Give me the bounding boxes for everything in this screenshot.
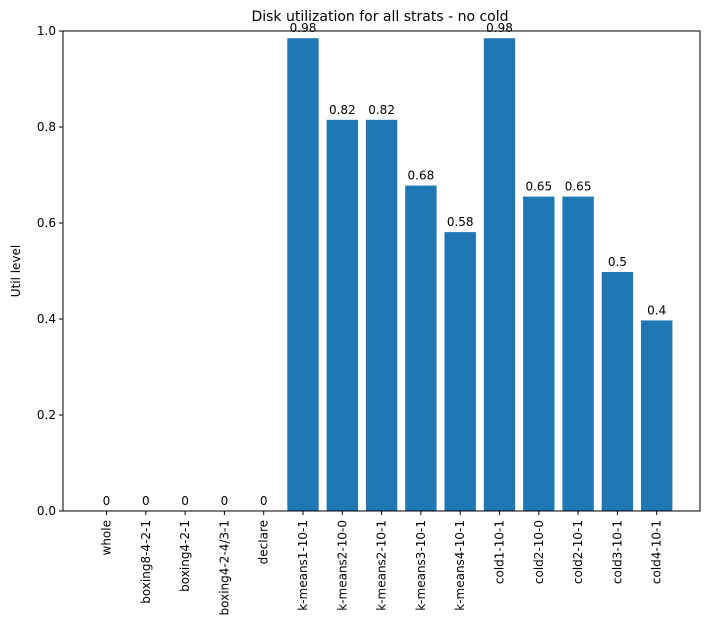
data-label-12: 0.65 xyxy=(565,180,592,194)
bars-group xyxy=(287,38,673,512)
chart-title: Disk utilization for all strats - no col… xyxy=(251,9,508,25)
x-tick-label-12: cold2-10-1 xyxy=(571,520,585,584)
data-label-4: 0 xyxy=(260,494,268,508)
data-label-1: 0 xyxy=(142,494,150,508)
bar-14 xyxy=(641,320,673,511)
y-tick-label-4: 0.8 xyxy=(37,120,56,134)
bar-9 xyxy=(444,232,476,511)
data-label-7: 0.82 xyxy=(368,103,395,117)
x-tick-label-4: declare xyxy=(257,520,271,564)
y-tick-label-2: 0.4 xyxy=(37,312,56,326)
bar-11 xyxy=(523,196,555,511)
x-tick-label-0: whole xyxy=(100,520,114,555)
bar-5 xyxy=(287,38,319,511)
bar-6 xyxy=(326,119,358,512)
x-tick-label-6: k-means2-10-0 xyxy=(335,520,349,611)
data-label-13: 0.5 xyxy=(608,255,627,269)
data-label-5: 0.98 xyxy=(290,21,317,35)
data-label-9: 0.58 xyxy=(447,215,474,229)
data-label-6: 0.82 xyxy=(329,103,356,117)
bar-10 xyxy=(483,38,516,511)
plot-frame xyxy=(62,30,701,512)
x-axis: whole boxing8-4-2-1 boxing4-2-1 boxing4-2-4… xyxy=(100,511,664,615)
data-label-2: 0 xyxy=(181,494,189,508)
data-label-3: 0 xyxy=(221,494,229,508)
data-labels-group: 0 0 0 0 0 0.98 0.82 0.82 0.68 0.58 0.98 0.65 0.65 0.5… xyxy=(103,21,667,508)
x-tick-label-9: k-means4-10-1 xyxy=(453,520,467,611)
x-tick-label-14: cold4-10-1 xyxy=(650,520,664,584)
bar-8 xyxy=(405,185,437,511)
x-tick-label-3: boxing4-2-4/3-1 xyxy=(217,520,231,615)
x-tick-label-8: k-means3-10-1 xyxy=(414,520,428,611)
x-tick-label-13: cold3-10-1 xyxy=(610,520,624,584)
y-tick-label-5: 1.0 xyxy=(37,24,56,38)
y-tick-label-0: 0.0 xyxy=(37,504,56,518)
x-tick-label-5: k-means1-10-1 xyxy=(296,520,310,611)
x-tick-label-2: boxing4-2-1 xyxy=(178,520,192,592)
x-tick-label-1: boxing8-4-2-1 xyxy=(139,520,153,604)
bar-7 xyxy=(365,119,398,512)
y-tick-label-1: 0.2 xyxy=(37,408,56,422)
bar-13 xyxy=(601,271,634,511)
x-tick-label-10: cold1-10-1 xyxy=(493,520,507,584)
x-tick-label-7: k-means2-10-1 xyxy=(375,520,389,611)
y-axis: 0.0 0.2 0.4 0.6 0.8 1.0 xyxy=(37,24,63,518)
data-label-8: 0.68 xyxy=(408,169,435,183)
data-label-14: 0.4 xyxy=(647,303,666,317)
y-tick-label-3: 0.6 xyxy=(37,216,56,230)
bar-12 xyxy=(562,196,594,511)
data-label-10: 0.98 xyxy=(486,21,513,35)
x-tick-label-11: cold2-10-0 xyxy=(532,520,546,584)
data-label-11: 0.65 xyxy=(525,180,552,194)
y-axis-label: Util level xyxy=(9,245,23,298)
data-label-0: 0 xyxy=(103,494,111,508)
